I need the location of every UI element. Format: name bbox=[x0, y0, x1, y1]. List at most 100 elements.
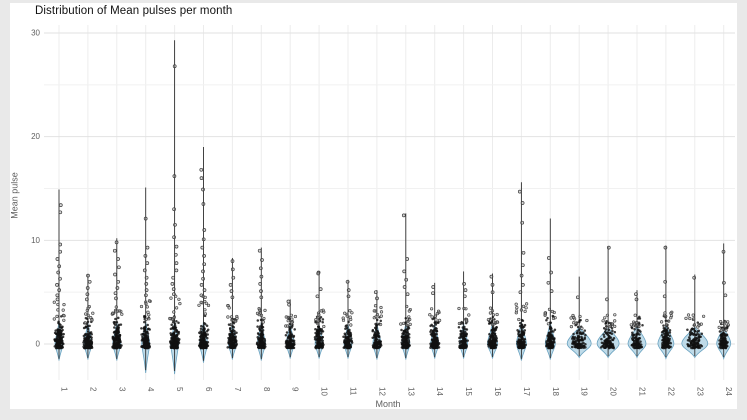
y-tick-label: 20 bbox=[31, 132, 40, 141]
outlier-points bbox=[228, 259, 236, 300]
month-group bbox=[399, 213, 412, 360]
outlier-points bbox=[85, 273, 92, 302]
y-tick-label: 30 bbox=[31, 28, 40, 37]
jitter-points bbox=[457, 306, 471, 350]
y-axis-tick-labels: 0 10 20 30 bbox=[31, 28, 40, 348]
outlier-points bbox=[431, 285, 436, 296]
outlier-points bbox=[199, 167, 207, 298]
outlier-points bbox=[605, 245, 611, 302]
outlier-points bbox=[142, 216, 150, 298]
month-group bbox=[197, 147, 211, 363]
month-group bbox=[514, 182, 529, 361]
x-tick-label: 21 bbox=[638, 387, 647, 396]
chart-title: Distribution of Mean pulses per month bbox=[35, 5, 233, 17]
jitter-points bbox=[399, 304, 412, 350]
outlier-points bbox=[170, 64, 179, 297]
jitter-points bbox=[659, 310, 674, 350]
jitter-points bbox=[684, 313, 706, 350]
x-tick-label: 3 bbox=[117, 387, 126, 392]
jitter-points bbox=[226, 304, 239, 350]
outlier-points bbox=[692, 275, 697, 280]
outlier-points bbox=[489, 274, 495, 295]
month-group bbox=[716, 243, 732, 360]
x-tick-label: 24 bbox=[724, 387, 733, 396]
jitter-points bbox=[543, 307, 557, 350]
jitter-points bbox=[371, 304, 384, 350]
jitter-points bbox=[284, 313, 298, 350]
x-tick-label: 13 bbox=[406, 387, 415, 396]
month-group bbox=[681, 274, 709, 359]
month-group bbox=[110, 238, 124, 361]
x-tick-label: 15 bbox=[464, 387, 473, 396]
month-group bbox=[341, 279, 354, 359]
outlier-points bbox=[112, 240, 121, 301]
x-tick-label: 4 bbox=[146, 387, 155, 392]
x-tick-label: 11 bbox=[349, 387, 358, 396]
x-tick-label: 18 bbox=[551, 387, 560, 396]
jitter-points bbox=[428, 307, 442, 350]
jitter-points bbox=[569, 313, 589, 350]
x-tick-label: 6 bbox=[204, 387, 213, 392]
month-group bbox=[168, 40, 182, 375]
month-group bbox=[313, 270, 326, 359]
month-group bbox=[457, 271, 471, 359]
outlier-points bbox=[345, 279, 351, 299]
x-axis-tick-labels: 1 2 3 4 5 6 7 8 9 10 11 12 13 14 15 16 17 18 19 20 21 22 23 24 bbox=[60, 387, 734, 396]
jitter-points bbox=[514, 302, 529, 350]
x-tick-label: 20 bbox=[609, 387, 618, 396]
month-group bbox=[371, 290, 384, 360]
jitter-points bbox=[139, 299, 152, 350]
jitter-points bbox=[52, 300, 66, 350]
jitter-points bbox=[82, 305, 95, 350]
x-tick-label: 2 bbox=[88, 387, 97, 392]
jitter-points bbox=[110, 305, 124, 350]
month-group bbox=[52, 189, 66, 361]
x-tick-label: 16 bbox=[493, 387, 502, 396]
outlier-points bbox=[401, 213, 410, 297]
month-group bbox=[596, 245, 620, 359]
x-tick-label: 7 bbox=[233, 387, 242, 392]
x-tick-label: 17 bbox=[522, 387, 531, 396]
month-group bbox=[82, 273, 95, 360]
month-group bbox=[255, 247, 267, 361]
jitter-points bbox=[486, 306, 500, 350]
x-tick-label: 23 bbox=[695, 387, 704, 396]
jitter-points bbox=[629, 313, 644, 350]
jitter-points bbox=[168, 294, 182, 350]
jitter-points bbox=[313, 308, 326, 350]
outlier-points bbox=[315, 270, 323, 299]
y-tick-label: 10 bbox=[31, 236, 40, 245]
jitter-points bbox=[717, 319, 731, 350]
x-tick-label: 10 bbox=[320, 387, 329, 396]
outlier-points bbox=[634, 292, 639, 302]
outlier-points bbox=[462, 282, 468, 299]
outlier-points bbox=[257, 248, 264, 300]
x-tick-label: 19 bbox=[580, 387, 589, 396]
y-tick-label: 0 bbox=[36, 340, 41, 349]
x-tick-label: 12 bbox=[377, 387, 386, 396]
y-axis-title: Mean pulse bbox=[9, 172, 20, 219]
outlier-points bbox=[517, 189, 526, 295]
x-axis-title: Month bbox=[375, 399, 401, 409]
month-group bbox=[226, 257, 239, 360]
outlier-points bbox=[373, 290, 379, 301]
outlier-points bbox=[55, 203, 63, 302]
x-tick-label: 1 bbox=[60, 387, 69, 392]
x-tick-label: 14 bbox=[435, 387, 444, 396]
jitter-points bbox=[255, 307, 267, 350]
outlier-points bbox=[662, 245, 668, 299]
month-group bbox=[627, 290, 647, 359]
jitter-points bbox=[341, 309, 354, 350]
jitter-points bbox=[599, 313, 617, 350]
month-group bbox=[139, 187, 152, 374]
month-group bbox=[486, 273, 500, 359]
x-tick-label: 22 bbox=[666, 387, 675, 396]
month-group bbox=[657, 245, 675, 360]
month-group bbox=[566, 276, 592, 359]
x-tick-label: 5 bbox=[175, 387, 184, 392]
jitter-points bbox=[197, 294, 211, 350]
x-tick-label: 9 bbox=[291, 387, 300, 392]
month-group bbox=[428, 282, 442, 359]
outlier-points bbox=[546, 256, 554, 293]
